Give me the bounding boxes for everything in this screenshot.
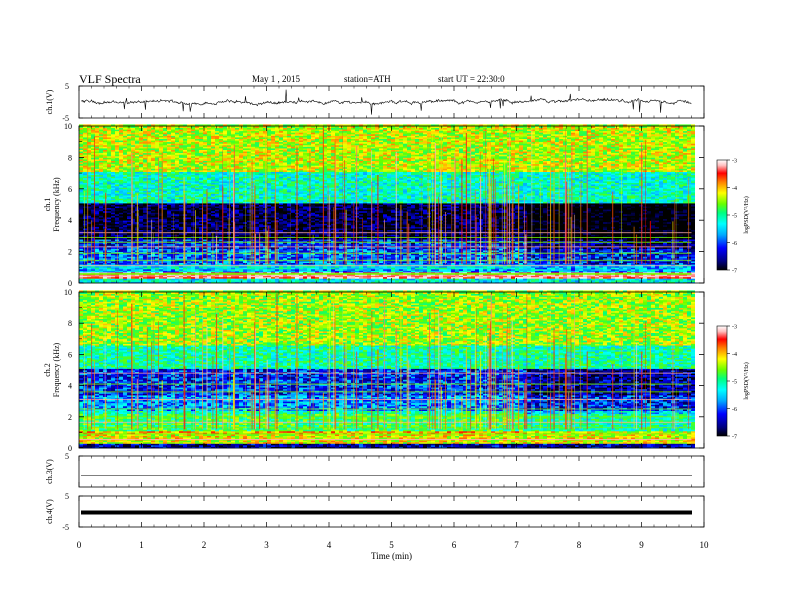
ch1-spectrogram — [79, 124, 695, 283]
ch1-waveform — [81, 90, 691, 115]
ch1-waveform-trace — [81, 90, 691, 115]
vlf-spectra-figure: 5-5ch.1(V)0246810ch.1 Frequency (kHz)-3-4… — [0, 0, 792, 612]
